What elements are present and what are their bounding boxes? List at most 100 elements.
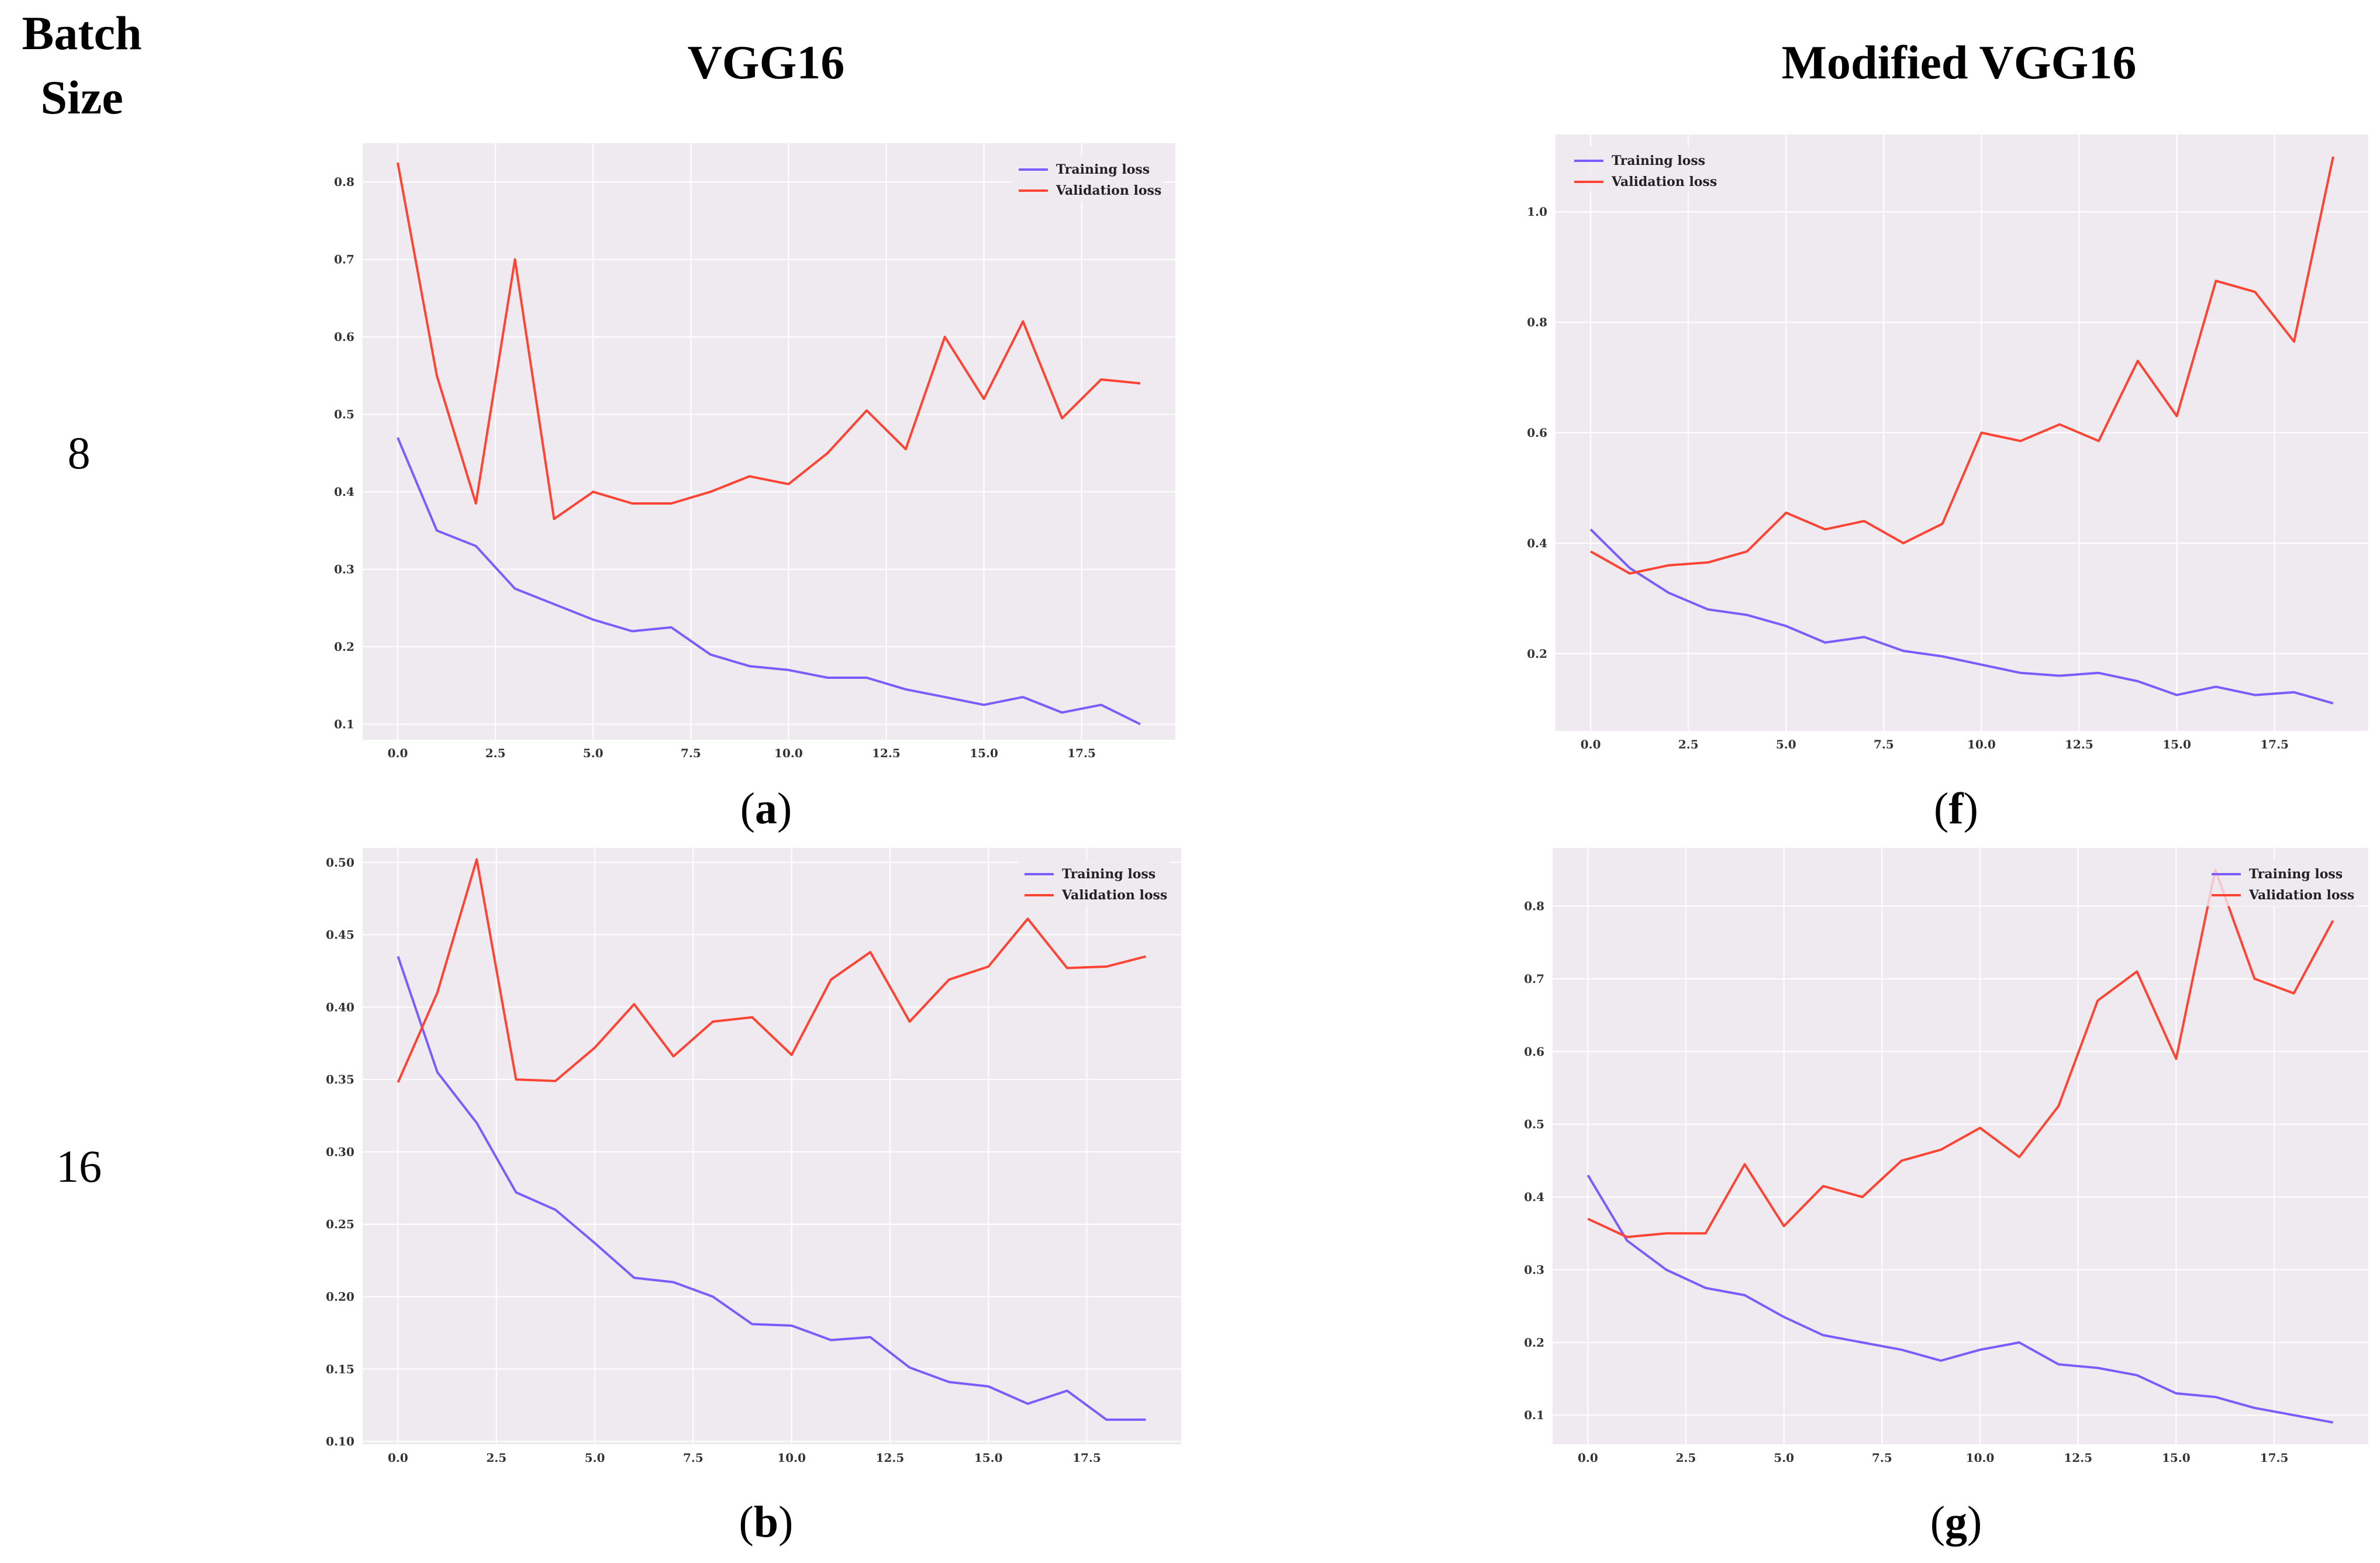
legend-validation-label: Validation loss xyxy=(1056,183,1161,198)
caption-letter-a: a xyxy=(755,784,777,833)
header-batch: Batch xyxy=(22,6,142,60)
x-tick-label: 5.0 xyxy=(583,746,603,757)
x-tick-label: 2.5 xyxy=(485,746,506,757)
y-tick-label: 0.8 xyxy=(334,175,354,189)
caption-a: (a) xyxy=(649,784,883,834)
header-modified-vgg16: Modified VGG16 xyxy=(1781,36,2137,89)
plot-area xyxy=(363,143,1175,740)
y-tick-label: 0.8 xyxy=(1524,899,1544,913)
caption-close: ) xyxy=(778,1498,794,1547)
caption-open: ( xyxy=(1930,1498,1945,1547)
y-tick-label: 0.6 xyxy=(1527,426,1547,440)
y-tick-label: 0.8 xyxy=(1527,315,1547,329)
x-tick-label: 12.5 xyxy=(2064,1451,2092,1465)
header-size: Size xyxy=(40,71,123,124)
x-tick-label: 12.5 xyxy=(872,746,901,757)
caption-letter-f: f xyxy=(1948,784,1964,833)
legend-validation-label: Validation loss xyxy=(2248,888,2354,903)
x-tick-label: 5.0 xyxy=(1776,737,1796,751)
validation-loss-line xyxy=(396,162,1141,520)
training-loss-line xyxy=(1589,528,2334,705)
legend-validation-label: Validation loss xyxy=(1061,888,1167,903)
legend-box xyxy=(2205,860,2357,906)
y-tick-label: 0.25 xyxy=(326,1217,354,1231)
x-tick-label: 7.5 xyxy=(1874,737,1894,751)
y-tick-label: 0.3 xyxy=(1524,1262,1544,1276)
legend-training-label: Training loss xyxy=(1056,162,1150,177)
header-vgg16: VGG16 xyxy=(687,36,845,89)
y-tick-label: 0.4 xyxy=(334,485,354,499)
y-tick-label: 0.4 xyxy=(1527,536,1547,550)
x-tick-label: 5.0 xyxy=(585,1451,605,1465)
training-loss-line xyxy=(396,437,1141,726)
y-tick-label: 0.7 xyxy=(334,253,354,267)
y-tick-label: 0.10 xyxy=(326,1434,354,1448)
x-tick-label: 17.5 xyxy=(2260,1451,2289,1465)
chart-a: 0.1 0.2 0.3 0.4 0.5 0.6 0.7 0.8 0.0 2.5 5.0 7.5 10.0… xyxy=(334,143,1175,757)
x-tick-label: 10.0 xyxy=(1966,1451,1995,1465)
caption-b: (b) xyxy=(649,1497,883,1548)
legend-box xyxy=(1017,860,1170,906)
y-tick-label: 0.6 xyxy=(334,330,354,344)
x-tick-label: 7.5 xyxy=(681,746,701,757)
x-tick-label: 7.5 xyxy=(683,1451,703,1465)
training-loss-line xyxy=(1586,1174,2333,1424)
legend-validation-label: Validation loss xyxy=(1611,174,1717,189)
chart-f: 0.2 0.4 0.6 0.8 1.0 0.0 2.5 5.0 7.5 10.0 12.5 15.0 1… xyxy=(1527,134,2368,751)
x-tick-label: 10.0 xyxy=(1967,737,1996,751)
x-tick-label: 12.5 xyxy=(2065,737,2093,751)
y-tick-label: 0.1 xyxy=(1524,1408,1544,1422)
x-tick-label: 15.0 xyxy=(2162,1451,2191,1465)
chart-b: 0.10 0.15 0.20 0.25 0.30 0.35 0.40 0.45 0.50 0.0 2… xyxy=(326,848,1181,1465)
y-tick-label: 0.5 xyxy=(1524,1117,1544,1131)
caption-close: ) xyxy=(1967,1498,1982,1547)
x-tick-label: 12.5 xyxy=(876,1451,905,1465)
y-tick-label: 0.4 xyxy=(1524,1190,1544,1204)
y-tick-label: 0.5 xyxy=(334,408,354,422)
caption-open: ( xyxy=(740,784,755,833)
x-tick-label: 10.0 xyxy=(774,746,803,757)
y-tick-label: 0.2 xyxy=(1527,647,1547,661)
chart-g: 0.1 0.2 0.3 0.4 0.5 0.6 0.7 0.8 0.0 2.5 5.0 7.5 10.0… xyxy=(1524,848,2368,1465)
legend-training-label: Training loss xyxy=(1062,867,1155,882)
x-tick-label: 2.5 xyxy=(1676,1451,1696,1465)
y-tick-label: 0.2 xyxy=(1524,1336,1544,1350)
caption-letter-b: b xyxy=(753,1498,779,1547)
y-tick-label: 0.30 xyxy=(326,1145,354,1159)
x-tick-label: 0.0 xyxy=(388,1451,408,1465)
legend-box xyxy=(1012,155,1164,202)
caption-f: (f) xyxy=(1839,784,2073,834)
y-tick-label: 0.50 xyxy=(326,855,354,870)
y-tick-label: 0.15 xyxy=(326,1362,354,1376)
y-tick-label: 0.20 xyxy=(326,1289,354,1303)
caption-open: ( xyxy=(739,1498,754,1547)
plot-area xyxy=(363,848,1181,1444)
row-label-batch-16: 16 xyxy=(56,1141,102,1192)
training-loss-line xyxy=(396,956,1146,1421)
x-tick-label: 15.0 xyxy=(970,746,998,757)
row-label-batch-8: 8 xyxy=(67,427,91,478)
x-tick-label: 17.5 xyxy=(2260,737,2289,751)
x-tick-label: 15.0 xyxy=(974,1451,1003,1465)
legend-box xyxy=(1567,146,1719,193)
caption-close: ) xyxy=(777,784,792,833)
caption-open: ( xyxy=(1934,784,1949,833)
validation-loss-line xyxy=(1590,156,2334,575)
x-tick-label: 0.0 xyxy=(388,746,408,757)
x-tick-label: 15.0 xyxy=(2162,737,2191,751)
x-tick-label: 0.0 xyxy=(1581,737,1601,751)
x-tick-label: 0.0 xyxy=(1578,1451,1598,1465)
y-tick-label: 0.2 xyxy=(334,640,354,654)
x-tick-label: 2.5 xyxy=(1678,737,1699,751)
x-tick-label: 17.5 xyxy=(1067,746,1096,757)
legend-training-label: Training loss xyxy=(2249,867,2343,882)
y-tick-label: 0.45 xyxy=(326,928,354,942)
x-tick-label: 5.0 xyxy=(1774,1451,1794,1465)
y-tick-label: 0.40 xyxy=(326,1000,354,1014)
caption-close: ) xyxy=(1963,784,1978,833)
x-tick-label: 7.5 xyxy=(1872,1451,1892,1465)
validation-loss-line xyxy=(396,858,1146,1083)
y-tick-label: 0.35 xyxy=(326,1072,354,1086)
y-tick-label: 0.1 xyxy=(334,717,354,732)
y-tick-label: 0.3 xyxy=(334,563,354,577)
